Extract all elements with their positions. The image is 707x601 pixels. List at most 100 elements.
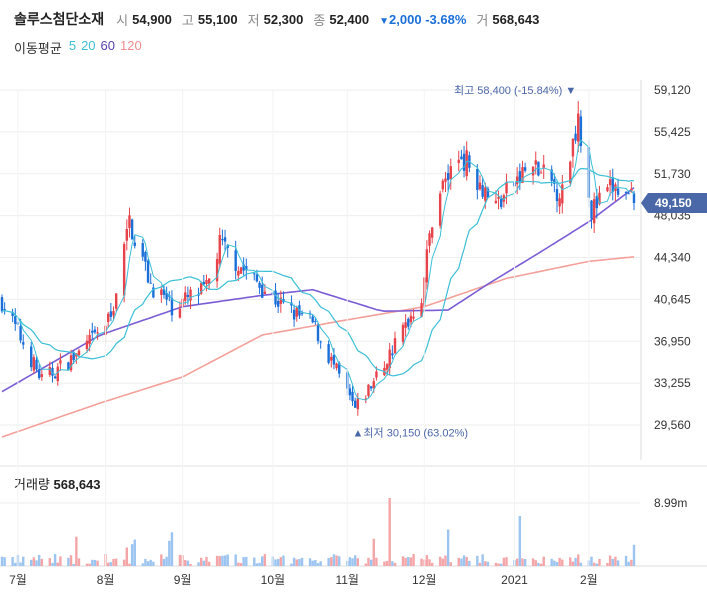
ma-20[interactable]: 20 [81,38,96,53]
candle-body [332,354,336,365]
y-tick-label: 44,340 [654,251,691,265]
candle-body [30,346,33,368]
current-price-text: 49,150 [655,196,692,210]
volume-bar [478,562,482,566]
candle-body [96,332,99,334]
candle-body [571,138,575,157]
low-annotation: ▲최저 30,150 (63.02%) [353,426,469,439]
volume-bar [595,563,599,566]
ma-60[interactable]: 60 [100,38,116,53]
volume-bar [215,555,219,566]
candle-body [438,193,442,226]
volume-bar [592,562,596,566]
volume-bar [611,558,614,566]
candle-body [19,326,22,341]
candle-body [420,303,423,317]
candle-body [539,172,543,174]
candle-body [130,219,134,240]
volume-bar [178,554,182,566]
volume-bar [364,563,367,566]
candle-body [316,325,320,342]
volume-bar [462,555,466,566]
volume-bar [468,560,471,566]
candle-body [449,166,452,180]
candle-body [122,244,126,296]
ma-legend[interactable]: 이동평균 5 20 60 120 [14,38,142,57]
volume-bar [48,558,51,566]
candle-body [574,133,577,141]
candle-body [149,282,152,284]
volume-bar [276,559,280,566]
ma20-path [1,167,635,377]
volume-bar [330,557,333,566]
candle-body [162,288,166,295]
candle-body [77,350,81,356]
candle-body [428,233,431,246]
candle-body [91,330,94,333]
volume-bar [574,557,577,566]
candle-body [537,161,540,176]
candle-body [606,187,609,192]
volume-bar [91,559,94,566]
ma-5[interactable]: 5 [68,38,77,53]
volume-bar [319,561,322,566]
volume-bar [484,561,487,566]
candle-body [35,359,38,370]
volume-bar [537,563,540,566]
volume-bar [186,560,190,566]
volume-bar [630,559,633,566]
candle-body [409,315,413,323]
high-value: 55,100 [197,11,238,27]
x-tick-label: 7월 [9,573,27,587]
candle-body [226,245,229,248]
volume-bar [385,560,389,566]
candle-body [263,291,267,294]
candle-body [598,192,601,205]
volume-bar [441,558,445,566]
candle-body [494,200,498,204]
volume-bar [523,559,527,566]
candle-body [425,249,429,283]
candle-body [534,160,537,165]
candle-body [388,349,391,369]
ma-120[interactable]: 120 [120,38,142,53]
candle-body [170,298,174,316]
candle-body [372,381,375,389]
candle-body [32,357,36,371]
volume-bar [327,557,330,566]
volume-bar [112,558,115,566]
candle-body [391,353,394,356]
volume-bar [627,561,630,566]
candle-body [184,292,187,301]
x-axis: 7월 8월 9월 10월 11월 12월 2021 2월 [9,90,598,587]
candle-body [481,185,484,197]
volume-bar [130,544,134,566]
volume-bar [146,561,150,566]
volume-bar [218,556,221,566]
volume-bar [242,556,245,566]
high-annotation: 최고 58,400 (-15.84%) ▼ [454,84,576,97]
candle-body [353,400,357,408]
candle-body [85,340,89,349]
volume-bar [608,555,612,566]
volume-bar [624,555,628,566]
candle-body [258,282,261,288]
volume-bar [393,562,397,566]
candle-body [199,282,203,294]
volume-bar [0,556,4,566]
candle-body [627,193,630,195]
volume-bar [308,558,312,566]
volume-bar [30,559,33,566]
candle-body [330,356,333,361]
candle-body [300,313,304,315]
volume-bar [3,557,6,566]
candle-body [141,243,144,257]
volume-bar [335,555,338,566]
volume-bar [56,562,59,566]
volume-bar [88,563,91,566]
volume-bar [69,555,73,566]
candle-body [178,308,182,318]
volume-bar [141,563,144,566]
volume-bar [539,563,543,566]
